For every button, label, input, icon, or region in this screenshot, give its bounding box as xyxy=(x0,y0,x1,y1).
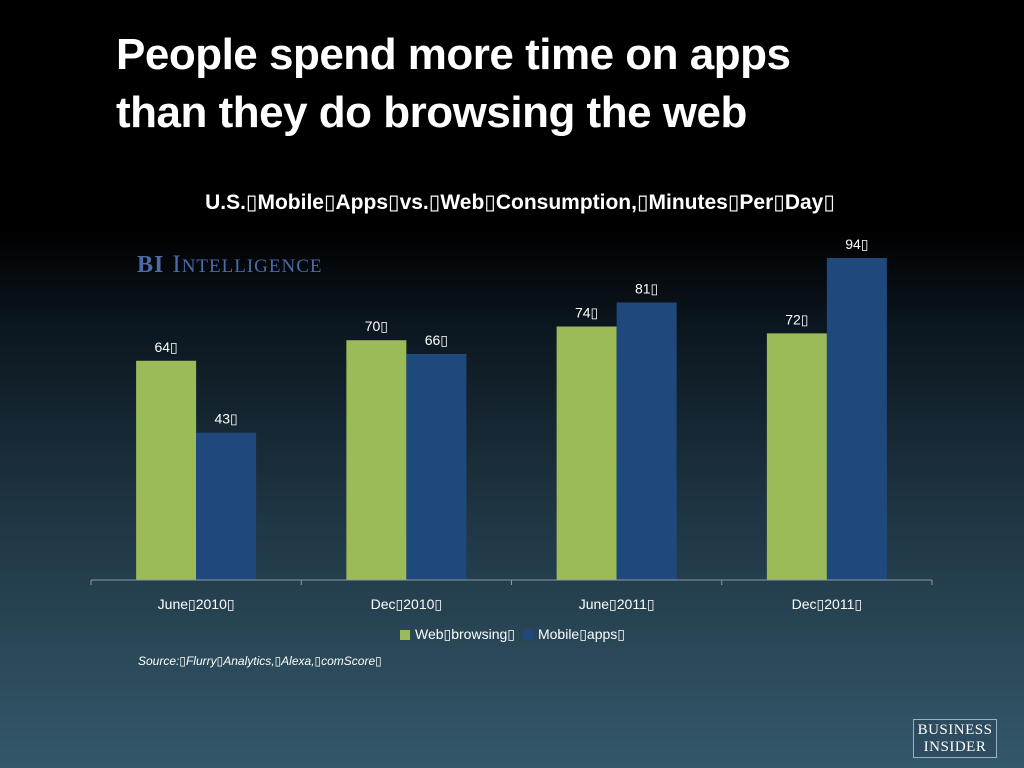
data-label-web-browsing: 74▯ xyxy=(575,305,598,321)
legend-item-web-browsing: Web▯browsing▯ xyxy=(400,626,515,643)
legend-swatch-web-browsing xyxy=(400,629,410,640)
bar-web-browsing xyxy=(766,333,827,580)
bar-mobile-apps xyxy=(406,353,467,580)
bar-mobile-apps xyxy=(616,302,677,580)
slide-title: People spend more time on apps than they… xyxy=(116,26,916,142)
bi-intelligence-logo: BI INTELLIGENCE xyxy=(137,251,323,279)
data-label-web-browsing: 64▯ xyxy=(154,339,177,355)
business-insider-logo: BUSINESS INSIDER xyxy=(913,719,997,758)
x-tick-label: June▯2011▯ xyxy=(579,596,655,612)
chart-title: U.S.▯Mobile▯Apps▯vs.▯Web▯Consumption,▯Mi… xyxy=(205,191,835,214)
bi-logo-mark: BI xyxy=(137,252,165,278)
data-label-mobile-apps: 94▯ xyxy=(845,236,868,252)
data-label-mobile-apps: 43▯ xyxy=(214,411,237,427)
data-label-web-browsing: 70▯ xyxy=(365,318,388,334)
x-tick-label: Dec▯2010▯ xyxy=(371,596,442,612)
legend-label-mobile-apps: Mobile▯apps▯ xyxy=(537,626,625,642)
slide-title-line-2: than they do browsing the web xyxy=(116,88,747,137)
bar-web-browsing xyxy=(556,326,617,580)
bar-web-browsing xyxy=(136,360,197,580)
legend-item-mobile-apps: Mobile▯apps▯ xyxy=(522,626,625,643)
data-label-mobile-apps: 81▯ xyxy=(635,281,658,297)
data-label-mobile-apps: 66▯ xyxy=(425,332,448,348)
business-insider-logo-line-2: INSIDER xyxy=(923,739,987,755)
slide-title-line-1: People spend more time on apps xyxy=(116,30,791,79)
legend-label-web-browsing: Web▯browsing▯ xyxy=(415,626,515,642)
business-insider-logo-line-1: BUSINESS xyxy=(917,722,993,738)
legend-swatch-mobile-apps xyxy=(522,629,533,640)
x-tick-label: June▯2010▯ xyxy=(158,596,235,612)
bi-logo-wordmark: NTELLIGENCE xyxy=(181,256,323,277)
bi-logo-initial: I xyxy=(172,251,182,278)
x-tick-label: Dec▯2011▯ xyxy=(792,596,862,612)
data-label-web-browsing: 72▯ xyxy=(785,311,808,327)
bar-mobile-apps xyxy=(826,258,887,580)
bar-web-browsing xyxy=(346,340,407,580)
source-note: Source:▯Flurry▯Analytics,▯Alexa,▯comScor… xyxy=(138,654,382,668)
chart-legend: Web▯browsing▯ Mobile▯apps▯ xyxy=(400,626,625,643)
bar-mobile-apps xyxy=(196,432,257,580)
